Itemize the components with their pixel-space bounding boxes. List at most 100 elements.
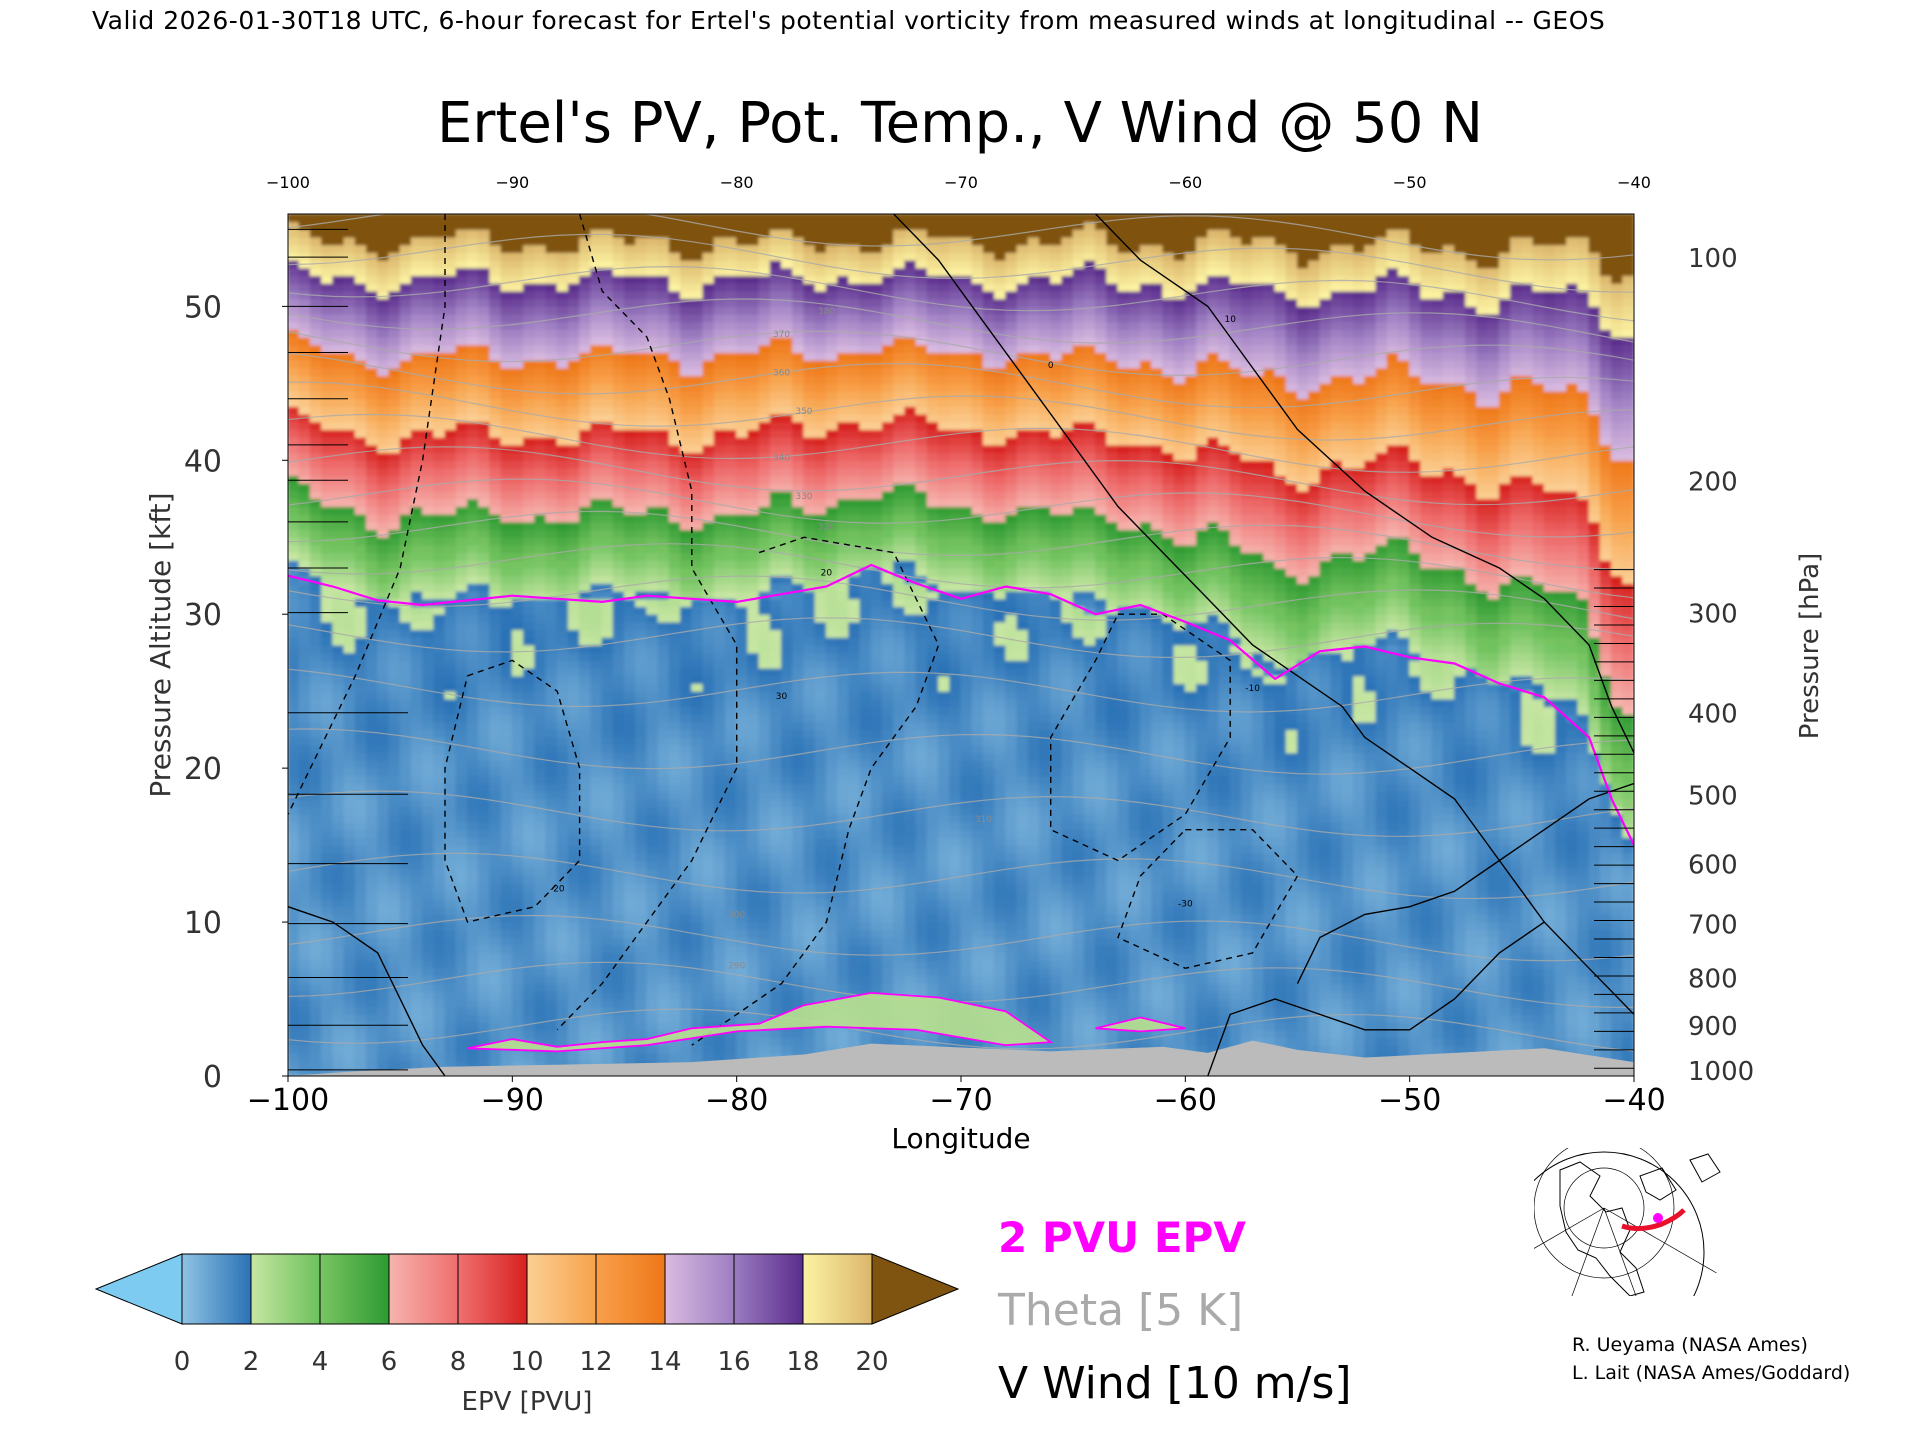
- epv-cell: [343, 298, 356, 307]
- epv-cell: [624, 413, 637, 423]
- epv-cell: [288, 598, 300, 608]
- epv-cell: [455, 682, 468, 692]
- epv-cell: [668, 752, 682, 761]
- epv-cell: [343, 305, 356, 315]
- epv-cell: [523, 844, 536, 854]
- epv-cell: [702, 367, 715, 377]
- epv-cell: [377, 567, 390, 577]
- epv-cell: [601, 259, 614, 269]
- epv-cell: [354, 521, 368, 531]
- epv-cell: [433, 721, 446, 731]
- epv-cell: [288, 690, 300, 700]
- epv-cell: [410, 228, 424, 238]
- epv-cell: [556, 652, 569, 661]
- epv-cell: [354, 251, 368, 261]
- epv-cell: [422, 944, 435, 954]
- epv-cell: [466, 313, 480, 323]
- epv-cell: [433, 682, 446, 692]
- epv-cell: [523, 613, 536, 623]
- epv-cell: [466, 698, 480, 708]
- epv-cell: [646, 598, 659, 608]
- epv-cell: [478, 983, 491, 992]
- epv-cell: [511, 1029, 525, 1039]
- epv-cell: [343, 436, 356, 446]
- epv-cell: [399, 452, 412, 461]
- epv-cell: [556, 290, 569, 300]
- epv-cell: [500, 983, 513, 992]
- epv-cell: [466, 829, 480, 838]
- epv-cell: [478, 344, 491, 354]
- epv-cell: [288, 829, 300, 838]
- epv-cell: [309, 998, 323, 1008]
- epv-cell: [691, 214, 704, 223]
- epv-cell: [612, 228, 625, 238]
- epv-cell: [500, 906, 513, 915]
- epv-cell: [343, 1060, 356, 1069]
- epv-cell: [511, 313, 525, 323]
- epv-cell: [769, 1029, 783, 1039]
- epv-cell: [321, 813, 334, 823]
- epv-cell: [466, 775, 480, 785]
- epv-cell: [758, 582, 771, 592]
- epv-cell: [624, 952, 637, 962]
- epv-cell: [388, 567, 401, 577]
- epv-cell: [444, 1029, 457, 1039]
- epv-cell: [657, 836, 670, 846]
- epv-cell: [624, 513, 637, 523]
- epv-cell: [646, 629, 659, 638]
- epv-cell: [534, 613, 547, 623]
- epv-cell: [377, 875, 390, 885]
- epv-cell: [399, 883, 412, 892]
- epv-cell: [489, 513, 502, 523]
- epv-cell: [511, 259, 525, 269]
- epv-cell: [321, 244, 334, 253]
- epv-cell: [657, 559, 670, 569]
- epv-cell: [534, 667, 547, 677]
- epv-cell: [321, 836, 334, 846]
- epv-cell: [466, 251, 480, 261]
- epv-cell: [545, 852, 558, 861]
- epv-cell: [466, 644, 480, 654]
- epv-cell: [377, 644, 390, 654]
- epv-cell: [635, 960, 648, 969]
- epv-cell: [523, 505, 536, 515]
- epv-cell: [388, 752, 401, 761]
- epv-cell: [354, 806, 368, 815]
- epv-cell: [388, 244, 401, 253]
- epv-cell: [545, 367, 558, 377]
- epv-cell: [713, 336, 726, 346]
- epv-cell: [635, 967, 648, 977]
- epv-cell: [702, 259, 715, 269]
- epv-cell: [624, 375, 637, 384]
- epv-cell: [354, 736, 368, 746]
- epv-cell: [433, 482, 446, 492]
- epv-cell: [500, 844, 513, 854]
- epv-cell: [657, 829, 670, 838]
- epv-cell: [567, 829, 581, 838]
- epv-cell: [354, 883, 368, 892]
- epv-cell: [399, 521, 412, 531]
- epv-cell: [702, 436, 715, 446]
- epv-cell: [668, 405, 682, 415]
- epv-cell: [388, 783, 401, 792]
- epv-cell: [691, 821, 704, 831]
- epv-cell: [736, 898, 749, 908]
- epv-cell: [601, 690, 614, 700]
- epv-cell: [567, 921, 581, 931]
- epv-cell: [500, 214, 513, 223]
- epv-cell: [354, 698, 368, 708]
- epv-cell: [579, 798, 592, 808]
- epv-cell: [466, 429, 480, 438]
- epv-cell: [668, 236, 682, 246]
- epv-cell: [556, 667, 569, 677]
- epv-cell: [680, 321, 693, 330]
- epv-cell: [500, 590, 513, 600]
- epv-cell: [511, 429, 525, 438]
- epv-cell: [444, 706, 457, 715]
- epv-cell: [466, 929, 480, 938]
- epv-cell: [556, 1029, 569, 1039]
- epv-cell: [332, 752, 345, 761]
- epv-cell: [579, 775, 592, 785]
- epv-cell: [713, 429, 726, 438]
- epv-cell: [466, 952, 480, 962]
